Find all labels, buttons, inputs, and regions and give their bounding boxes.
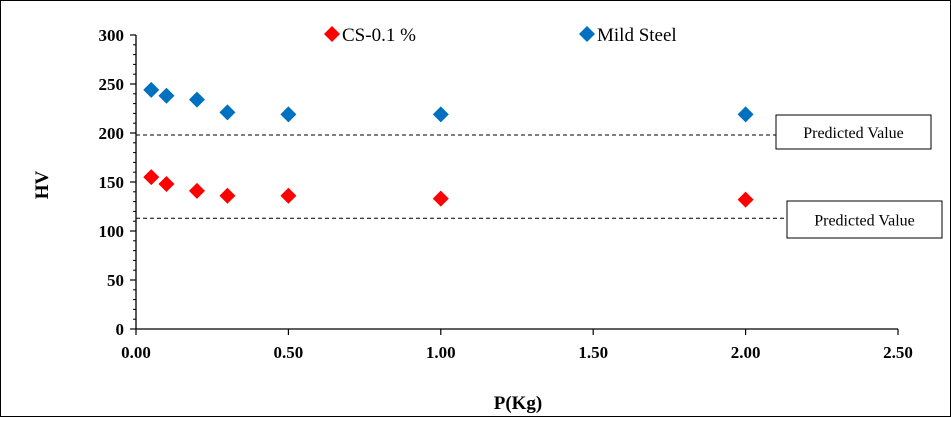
predicted-value-label: Predicted Value xyxy=(803,125,904,142)
cs-point xyxy=(737,191,754,208)
x-tick-label: 2.00 xyxy=(731,343,761,362)
y-tick-label: 150 xyxy=(99,173,125,192)
legend-label: Mild Steel xyxy=(597,25,677,46)
x-tick-label: 0.00 xyxy=(121,343,151,362)
legend-marker xyxy=(579,26,595,42)
x-tick-label: 0.50 xyxy=(274,343,304,362)
predicted-value-callout xyxy=(775,114,932,150)
cs-point xyxy=(188,182,205,199)
y-tick-label: 50 xyxy=(107,271,124,290)
reference-lines xyxy=(136,134,787,219)
mild-steel-point xyxy=(737,106,754,123)
x-axis-title: P(Kg) xyxy=(494,393,543,414)
x-tick-label: 1.00 xyxy=(426,343,456,362)
y-tick-label: 250 xyxy=(99,75,125,94)
x-tick-label: 2.50 xyxy=(883,343,913,362)
legend-label: CS-0.1 % xyxy=(342,25,416,46)
cs-point xyxy=(219,187,236,204)
y-axis-title: HV xyxy=(32,170,53,199)
predicted-value-callout xyxy=(786,200,943,239)
mild-steel-point xyxy=(432,106,449,123)
legend-marker xyxy=(324,26,340,42)
mild-steel-point xyxy=(188,91,205,108)
callouts: Predicted Value Predicted Value xyxy=(775,114,943,239)
y-tick-label: 100 xyxy=(99,222,125,241)
mild-steel-point xyxy=(158,87,175,104)
y-tick-label: 0 xyxy=(116,320,125,339)
cs-point xyxy=(432,190,449,207)
predicted-value-label: Predicted Value xyxy=(814,213,915,230)
x-tick-label: 1.50 xyxy=(578,343,608,362)
axes: 0 50 100 150 200 250 300 0.00 0.50 1.00 1.50 2.00 2.… xyxy=(99,26,913,362)
mild-steel-point xyxy=(219,104,236,121)
legend: CS-0.1 % Mild Steel xyxy=(324,25,677,46)
y-tick-label: 300 xyxy=(99,26,125,45)
cs-point xyxy=(280,187,297,204)
cs-point xyxy=(143,169,160,186)
data-points xyxy=(143,81,754,208)
mild-steel-point xyxy=(143,81,160,98)
cs-point xyxy=(158,175,175,192)
y-tick-label: 200 xyxy=(99,124,125,143)
mild-steel-point xyxy=(280,106,297,123)
